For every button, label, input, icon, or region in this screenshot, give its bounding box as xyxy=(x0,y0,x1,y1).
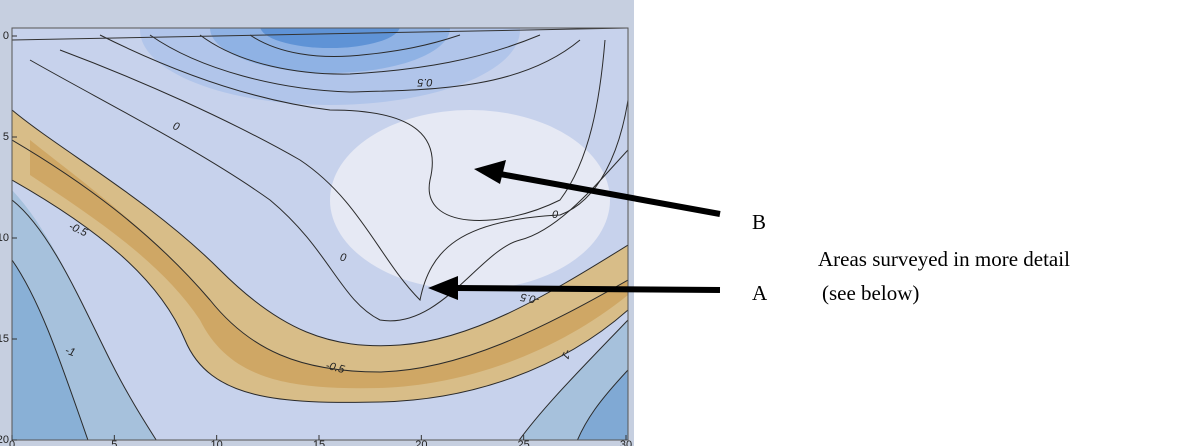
y-tick-label: 0 xyxy=(3,30,9,42)
x-tick-label: 20 xyxy=(415,439,427,446)
y-tick-label: 5 xyxy=(3,131,9,143)
note: (see below) xyxy=(822,281,919,305)
y-tick-label: 15 xyxy=(0,333,9,345)
label-b: B xyxy=(752,210,766,234)
contour-label: 0.5 xyxy=(416,76,432,88)
contour-label: -1 xyxy=(63,345,76,360)
x-tick-label: 10 xyxy=(211,439,223,446)
contour-label: 0 xyxy=(171,120,182,134)
x-tick-label: 25 xyxy=(518,439,530,446)
y-tick-label: 10 xyxy=(0,232,9,244)
contour-label: 0 xyxy=(552,209,559,221)
x-tick-label: 5 xyxy=(111,439,117,446)
contour-label: -0.5 xyxy=(519,290,541,305)
contour-label: -0.5 xyxy=(324,360,346,377)
arrow-a xyxy=(428,276,721,300)
label-a: A xyxy=(752,281,768,305)
x-tick-label: 30 xyxy=(620,439,632,446)
plot-frame xyxy=(11,27,629,441)
arrow-b xyxy=(474,160,721,217)
contour-label: 0 xyxy=(339,251,348,264)
caption: Areas surveyed in more detail xyxy=(818,247,1070,271)
x-tick-label: 15 xyxy=(313,439,325,446)
y-tick-label: 20 xyxy=(0,434,9,446)
contour-map xyxy=(12,28,628,440)
x-tick-label: 0 xyxy=(9,439,15,446)
plot-top-edge xyxy=(11,27,629,41)
